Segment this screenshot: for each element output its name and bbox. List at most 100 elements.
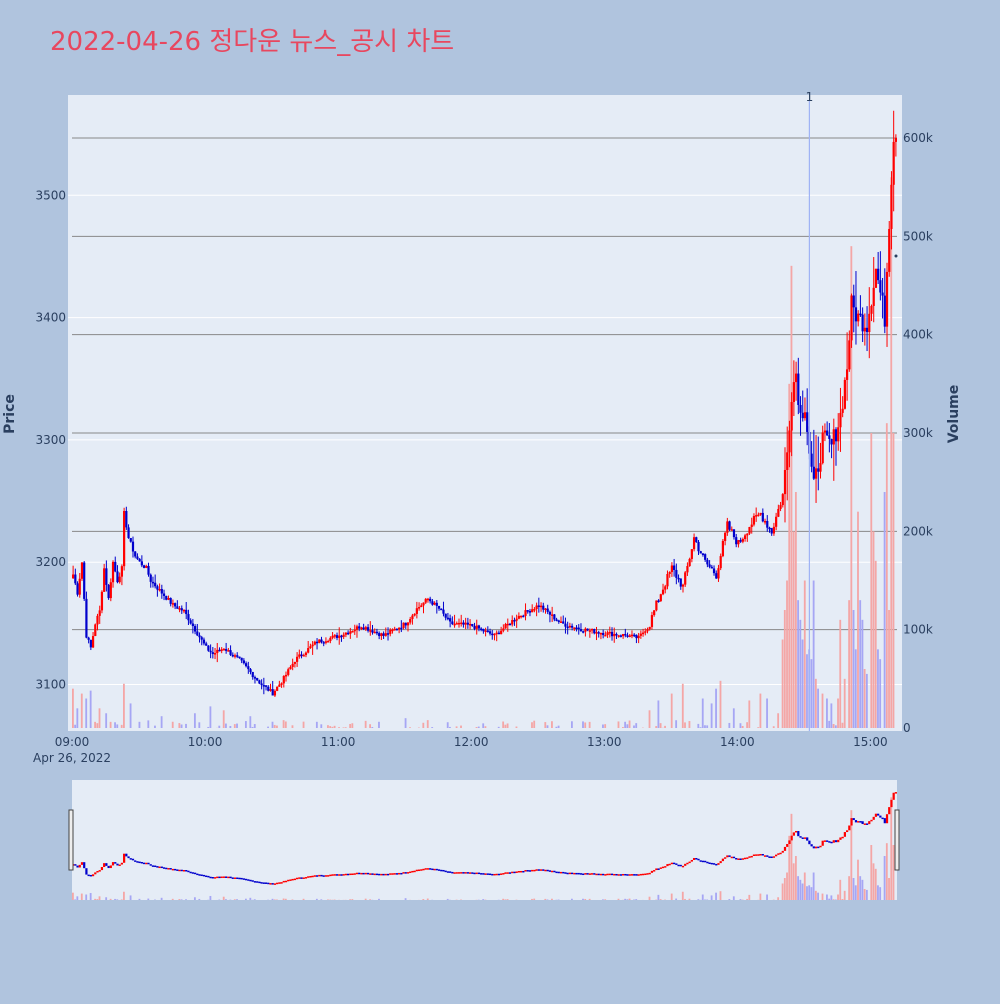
rangeslider-volume-bar: [629, 899, 631, 900]
candle-body: [751, 525, 753, 527]
rangeslider-left-handle[interactable]: [69, 810, 73, 870]
rangeslider-volume-bar: [76, 896, 78, 900]
candle-body: [165, 596, 167, 600]
candle-body: [762, 513, 764, 521]
rangeslider-candle: [540, 869, 542, 871]
candle-body: [125, 511, 127, 527]
candle-body: [520, 616, 522, 618]
volume-bar: [700, 727, 702, 728]
rangeslider-volume-bar: [198, 899, 200, 900]
rangeslider-area[interactable]: [72, 780, 897, 900]
candle-body: [853, 295, 855, 307]
rangeslider-candle: [715, 864, 717, 866]
candle-body: [440, 609, 442, 611]
rangeslider-candle: [334, 874, 336, 876]
volume-bar: [746, 722, 748, 728]
rangeslider-volume-bar: [121, 899, 123, 900]
candle-body: [422, 603, 424, 606]
candle-body: [420, 605, 422, 607]
candle-body: [119, 577, 121, 582]
candle-body: [498, 633, 500, 635]
rangeslider-candle: [726, 855, 728, 857]
candle-body: [349, 631, 351, 633]
rangeslider-candle: [522, 871, 524, 873]
rangeslider-volume-bar: [571, 899, 573, 900]
candle-body: [487, 630, 489, 632]
volume-bar: [682, 684, 684, 728]
candle-body: [640, 634, 642, 636]
candle-body: [485, 630, 487, 632]
rangeslider-volume-bar: [90, 893, 92, 900]
candle-body: [365, 627, 367, 629]
candle-body: [181, 608, 183, 610]
rangeslider-candle: [542, 869, 544, 871]
rangeslider-volume-bar: [760, 894, 762, 900]
rangeslider-candle: [748, 856, 750, 858]
volume-tick-label: 400k: [903, 328, 933, 342]
candle-body: [114, 562, 116, 572]
candle-body: [442, 610, 444, 614]
rangeslider-volume-bar: [702, 895, 704, 901]
rangeslider-candle: [103, 863, 105, 867]
rangeslider-candle: [793, 832, 795, 835]
rangeslider-volume-bar: [178, 899, 180, 900]
volume-bar: [320, 724, 322, 728]
rangeslider-candle: [638, 874, 640, 876]
rangeslider-volume-bar: [626, 899, 628, 900]
rangeslider-volume-bar: [285, 899, 287, 900]
candle-body: [96, 616, 98, 625]
volume-bar: [331, 727, 333, 728]
rangeslider-candle: [139, 862, 141, 864]
rangeslider-volume-bar: [447, 899, 449, 900]
rangeslider-candle: [427, 868, 429, 870]
candle-body: [227, 650, 229, 652]
rangeslider-candle: [708, 862, 710, 864]
rangeslider-candle: [309, 876, 311, 878]
candle-body: [689, 559, 691, 566]
candle-body: [864, 328, 866, 332]
candle-body: [305, 653, 307, 655]
candle-body: [254, 677, 256, 679]
rangeslider-candle: [94, 872, 96, 874]
candle-body: [245, 663, 247, 666]
rangeslider-candle: [558, 872, 560, 874]
rangeslider-candle: [835, 840, 837, 842]
rangeslider-candle: [524, 870, 526, 872]
candle-body: [196, 631, 198, 635]
rangeslider-candle: [76, 866, 78, 868]
rangeslider-candle: [693, 858, 695, 860]
rangeslider-volume-bar: [427, 899, 429, 900]
rangeslider-candle: [394, 873, 396, 875]
rangeslider-candle: [868, 821, 870, 824]
rangeslider-candle: [500, 873, 502, 875]
rangeslider-right-handle[interactable]: [895, 810, 899, 870]
rangeslider-candle: [855, 820, 857, 822]
candle-body: [276, 687, 278, 691]
volume-bar: [671, 694, 673, 728]
volume-bar: [748, 700, 750, 728]
candle-body: [400, 628, 402, 630]
rangeslider-candle: [766, 855, 768, 857]
volume-bar: [544, 722, 546, 728]
chart-title: 2022-04-26 정다운 뉴스_공시 차트: [50, 27, 454, 57]
volume-bar: [72, 689, 74, 728]
rangeslider-candle: [664, 866, 666, 868]
candle-body: [303, 655, 305, 657]
candle-body: [491, 634, 493, 636]
volume-bar: [622, 727, 624, 728]
rangeslider-volume-bar: [837, 895, 839, 901]
rangeslider-candle: [212, 877, 214, 879]
rangeslider-candle: [203, 875, 205, 877]
volume-bar: [147, 720, 149, 728]
volume-bar: [123, 684, 125, 728]
rangeslider-volume-bar: [147, 899, 149, 900]
candle-body: [744, 535, 746, 539]
candle-body: [334, 635, 336, 637]
candle-body: [174, 603, 176, 606]
candle-body: [815, 468, 817, 478]
rangeslider-candle: [431, 869, 433, 871]
rangeslider-volume-bar: [746, 899, 748, 900]
rangeslider-volume-bar: [316, 899, 318, 900]
rangeslider-candle: [471, 872, 473, 874]
